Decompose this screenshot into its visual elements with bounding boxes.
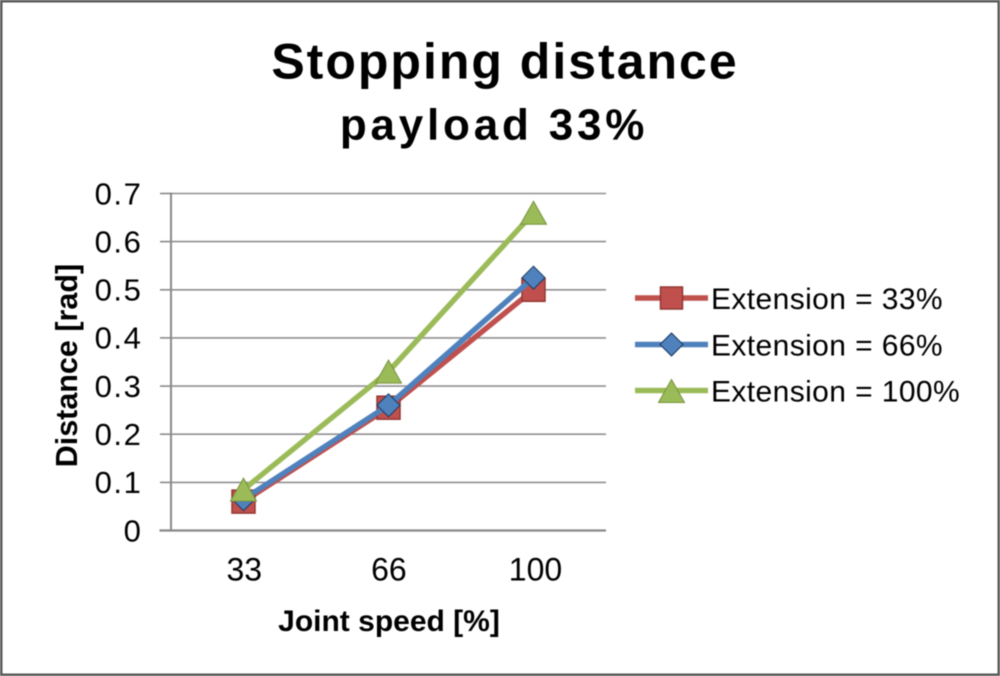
- svg-text:0.4: 0.4: [95, 321, 143, 356]
- svg-text:Stopping distance: Stopping distance: [271, 34, 738, 90]
- svg-text:Distance [rad]: Distance [rad]: [50, 264, 84, 467]
- svg-text:33: 33: [227, 552, 263, 588]
- svg-text:0.7: 0.7: [95, 176, 143, 211]
- svg-text:0.2: 0.2: [95, 417, 143, 452]
- svg-text:Extension = 100%: Extension = 100%: [711, 375, 960, 408]
- svg-text:100: 100: [509, 552, 562, 588]
- svg-text:0.5: 0.5: [95, 273, 143, 308]
- svg-text:Extension = 33%: Extension = 33%: [711, 283, 943, 316]
- svg-text:0.6: 0.6: [95, 224, 143, 259]
- svg-text:Extension = 66%: Extension = 66%: [711, 329, 943, 362]
- svg-text:payload 33%: payload 33%: [340, 101, 648, 150]
- svg-text:0.3: 0.3: [95, 369, 143, 404]
- svg-text:Joint speed [%]: Joint speed [%]: [278, 605, 500, 638]
- svg-text:66: 66: [371, 552, 407, 588]
- svg-text:0: 0: [124, 513, 143, 548]
- svg-text:0.1: 0.1: [95, 465, 143, 500]
